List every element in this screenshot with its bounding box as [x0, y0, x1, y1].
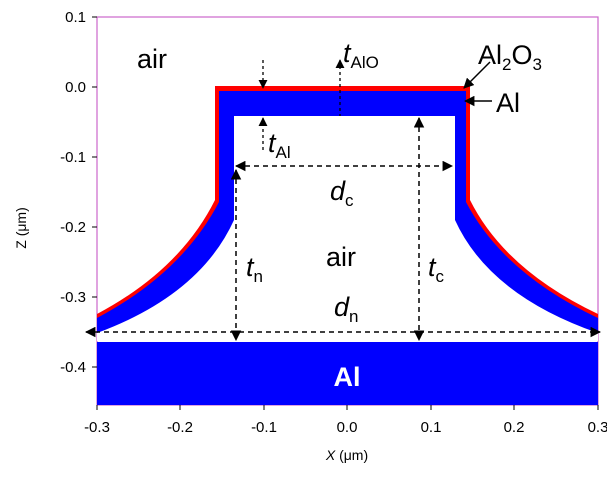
y-axis-title: Z (μm): [13, 207, 29, 249]
x-tick-label: -0.2: [167, 419, 193, 436]
y-tick-label: -0.2: [60, 219, 86, 236]
al-layer-label: Al: [496, 88, 520, 118]
y-tick-label: 0.1: [65, 9, 86, 26]
t-c-label: tc: [428, 252, 445, 286]
y-tick-label: -0.4: [60, 359, 86, 376]
y-tick-label: 0.0: [65, 79, 86, 96]
t-alo-label: tAlO: [343, 38, 379, 72]
x-tick-label: -0.3: [84, 419, 110, 436]
air-top-label: air: [137, 44, 167, 74]
y-tick-label: -0.3: [60, 289, 86, 306]
x-tick-label: 0.1: [421, 419, 442, 436]
air-center-label: air: [326, 242, 356, 272]
air-cavity: [97, 116, 598, 341]
d-n-label: dn: [334, 292, 359, 326]
x-axis-title: X (μm): [325, 447, 368, 463]
y-tick-marks: [92, 16, 97, 368]
y-tick-label: -0.1: [60, 149, 86, 166]
x-tick-label: -0.1: [251, 419, 277, 436]
x-tick-label: 0.3: [588, 419, 607, 436]
aluminum-substrate: [97, 342, 598, 405]
alumina-pointer: [463, 61, 491, 89]
x-tick-label: 0.0: [337, 419, 358, 436]
t-n-label: tn: [246, 252, 263, 286]
al-substrate-label: Al: [334, 362, 361, 392]
x-tick-marks: [96, 405, 599, 410]
alumina-label: Al2O3: [478, 40, 542, 74]
x-tick-label: 0.2: [504, 419, 525, 436]
d-c-label: dc: [330, 176, 354, 210]
t-al-label: tAl: [268, 128, 291, 162]
